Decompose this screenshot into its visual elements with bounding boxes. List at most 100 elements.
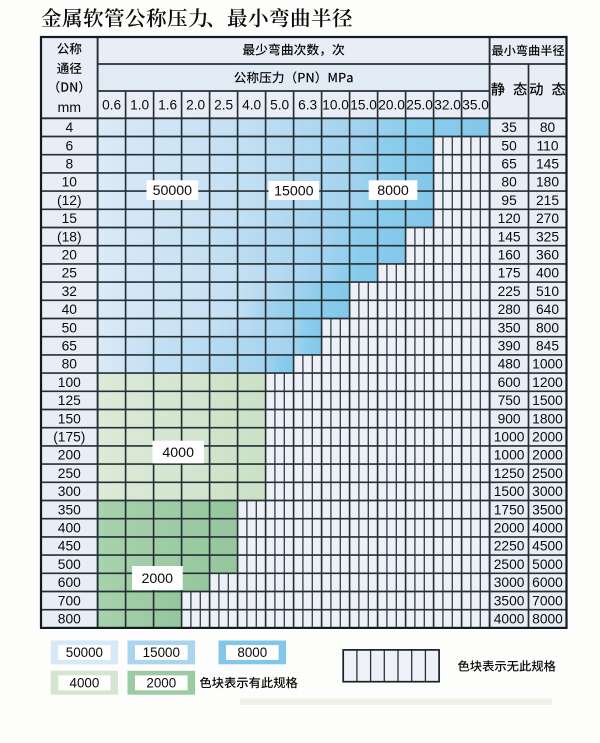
svg-text:750: 750: [498, 393, 521, 408]
svg-text:1000: 1000: [494, 448, 525, 463]
svg-text:600: 600: [58, 575, 81, 590]
svg-text:4000: 4000: [162, 445, 194, 461]
svg-text:1000: 1000: [532, 357, 563, 372]
svg-text:2500: 2500: [532, 466, 563, 481]
svg-text:600: 600: [498, 375, 521, 390]
svg-text:2000: 2000: [532, 430, 563, 445]
svg-text:250: 250: [58, 466, 81, 481]
svg-text:160: 160: [498, 248, 521, 263]
svg-text:80: 80: [501, 175, 517, 190]
svg-text:270: 270: [536, 211, 559, 226]
svg-text:110: 110: [537, 138, 559, 153]
svg-text:350: 350: [498, 320, 521, 335]
svg-text:510: 510: [536, 284, 559, 299]
svg-text:180: 180: [536, 175, 559, 190]
svg-text:200: 200: [58, 448, 81, 463]
svg-text:35.0: 35.0: [462, 98, 489, 113]
svg-text:15000: 15000: [143, 645, 180, 660]
svg-text:50000: 50000: [153, 183, 193, 199]
svg-text:1200: 1200: [532, 375, 563, 390]
svg-text:6.3: 6.3: [298, 98, 317, 113]
svg-text:2.5: 2.5: [214, 98, 233, 113]
svg-text:20: 20: [62, 248, 78, 263]
svg-text:mm: mm: [57, 100, 81, 116]
svg-text:4000: 4000: [532, 521, 563, 536]
svg-text:50: 50: [62, 320, 78, 335]
svg-text:65: 65: [62, 339, 78, 354]
svg-text:65: 65: [501, 157, 517, 172]
svg-text:350: 350: [58, 502, 81, 517]
svg-text:80: 80: [540, 120, 556, 135]
svg-text:(18): (18): [57, 229, 82, 244]
svg-text:4500: 4500: [532, 539, 563, 554]
svg-text:8000: 8000: [237, 645, 267, 660]
svg-text:15.0: 15.0: [350, 98, 377, 113]
svg-text:4: 4: [65, 120, 73, 135]
svg-text:400: 400: [536, 266, 559, 281]
svg-text:1750: 1750: [494, 502, 525, 517]
svg-text:25.0: 25.0: [406, 98, 433, 113]
svg-text:(12): (12): [57, 193, 82, 208]
svg-text:3500: 3500: [494, 593, 525, 608]
svg-text:845: 845: [536, 339, 559, 354]
svg-text:32.0: 32.0: [434, 98, 461, 113]
svg-text:2000: 2000: [494, 521, 525, 536]
svg-text:360: 360: [536, 248, 559, 263]
svg-text:900: 900: [498, 411, 521, 426]
svg-text:175: 175: [498, 266, 521, 281]
svg-text:80: 80: [62, 357, 78, 372]
svg-text:4000: 4000: [70, 676, 100, 691]
svg-text:32: 32: [62, 284, 77, 299]
svg-text:15: 15: [62, 211, 78, 226]
svg-text:7000: 7000: [532, 593, 563, 608]
svg-text:120: 120: [498, 211, 521, 226]
svg-text:145: 145: [498, 229, 521, 244]
svg-text:2.0: 2.0: [186, 98, 205, 113]
svg-text:2000: 2000: [532, 448, 563, 463]
svg-text:500: 500: [58, 557, 81, 572]
svg-text:2000: 2000: [146, 676, 176, 691]
svg-text:(175): (175): [53, 430, 85, 445]
svg-text:1.0: 1.0: [130, 98, 149, 113]
svg-text:3000: 3000: [494, 575, 525, 590]
svg-text:5.0: 5.0: [270, 98, 289, 113]
svg-text:400: 400: [58, 521, 81, 536]
svg-text:8000: 8000: [532, 612, 563, 627]
svg-text:2000: 2000: [142, 571, 174, 587]
svg-text:6000: 6000: [532, 575, 563, 590]
svg-text:280: 280: [498, 302, 521, 317]
svg-text:10: 10: [62, 175, 78, 190]
svg-text:1500: 1500: [494, 484, 525, 499]
svg-text:4.0: 4.0: [242, 98, 261, 113]
svg-text:8000: 8000: [377, 183, 409, 199]
svg-text:15000: 15000: [274, 184, 314, 200]
svg-text:480: 480: [498, 357, 521, 372]
svg-text:2500: 2500: [494, 557, 525, 572]
svg-text:6: 6: [65, 138, 73, 153]
svg-text:800: 800: [536, 320, 559, 335]
svg-text:25: 25: [62, 266, 78, 281]
svg-text:2250: 2250: [494, 539, 525, 554]
svg-text:95: 95: [501, 193, 517, 208]
svg-text:3000: 3000: [532, 484, 563, 499]
svg-text:150: 150: [58, 411, 81, 426]
svg-text:1800: 1800: [532, 411, 563, 426]
svg-text:225: 225: [498, 284, 521, 299]
svg-text:50000: 50000: [66, 645, 103, 660]
svg-text:700: 700: [58, 593, 81, 608]
svg-text:0.6: 0.6: [102, 98, 121, 113]
svg-text:5000: 5000: [532, 557, 563, 572]
svg-text:300: 300: [58, 484, 81, 499]
svg-text:390: 390: [498, 339, 521, 354]
svg-text:800: 800: [58, 612, 81, 627]
svg-text:125: 125: [58, 393, 81, 408]
svg-text:450: 450: [58, 539, 81, 554]
svg-text:40: 40: [62, 302, 78, 317]
svg-text:1250: 1250: [494, 466, 525, 481]
svg-text:100: 100: [58, 375, 81, 390]
svg-text:10.0: 10.0: [322, 98, 349, 113]
svg-text:145: 145: [536, 157, 559, 172]
svg-text:640: 640: [536, 302, 559, 317]
svg-text:1.6: 1.6: [158, 98, 177, 113]
svg-text:8: 8: [65, 157, 73, 172]
